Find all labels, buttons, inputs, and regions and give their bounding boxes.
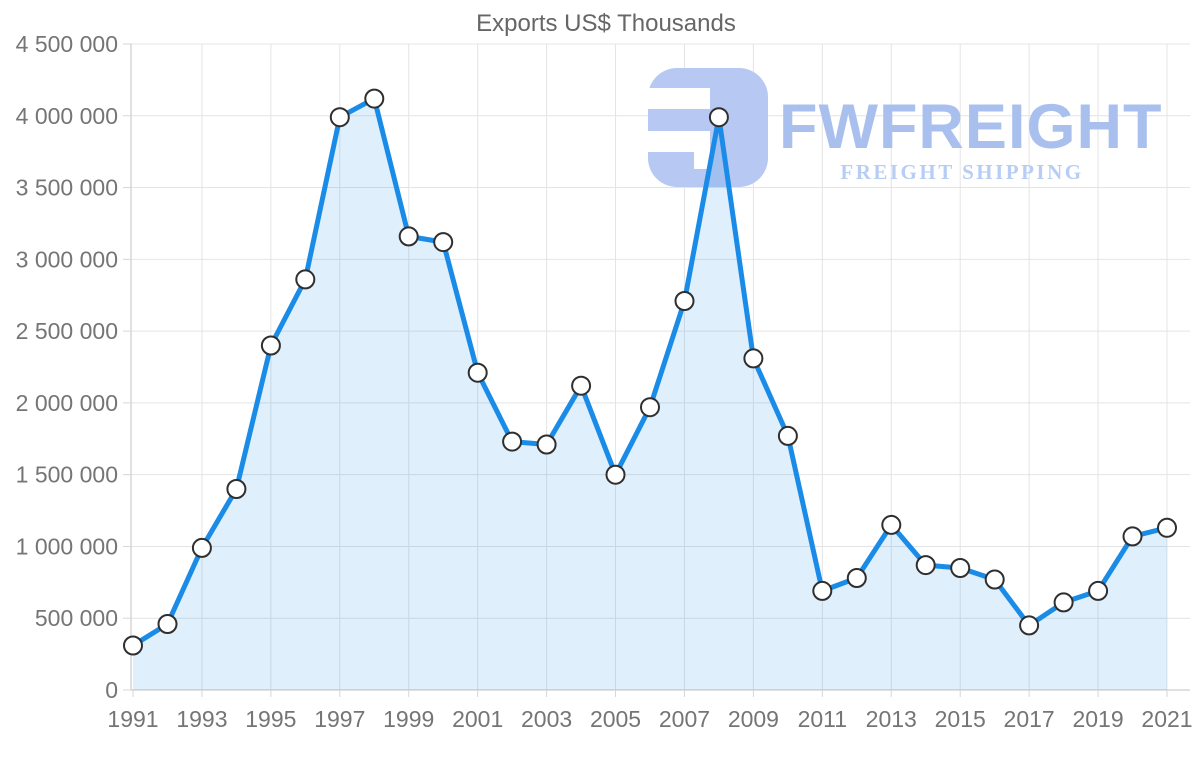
data-point-1999[interactable] [398,226,419,247]
data-point-2000[interactable] [433,232,454,253]
watermark-tagline-text: FREIGHT SHIPPING [840,160,1083,184]
x-axis-label: 2021 [1141,706,1192,732]
data-point-2001[interactable] [467,362,488,383]
data-point-2016[interactable] [984,569,1005,590]
data-point-2011[interactable] [812,580,833,601]
data-point-2021[interactable] [1157,517,1177,538]
x-axis-label: 1997 [314,706,365,732]
x-axis-label: 2007 [659,706,710,732]
y-axis-label: 3 000 000 [16,246,118,272]
x-axis-label: 2015 [935,706,986,732]
y-axis-label: 2 500 000 [16,318,118,344]
x-axis-label: 2017 [1004,706,1055,732]
data-point-1997[interactable] [329,107,350,128]
y-axis-label: 4 000 000 [16,103,118,129]
data-point-2007[interactable] [674,291,695,311]
data-point-2018[interactable] [1053,592,1074,613]
area-fill [133,98,1167,691]
data-point-2004[interactable] [571,375,592,396]
y-axis-label: 0 [105,677,118,703]
series-layer [123,88,1177,691]
data-point-1998[interactable] [364,88,385,109]
data-point-2006[interactable] [640,397,660,418]
data-point-1992[interactable] [157,614,178,634]
data-point-2017[interactable] [1019,615,1040,636]
data-point-2014[interactable] [915,555,936,576]
logo-mark-slot [694,152,710,169]
data-point-2002[interactable] [502,431,523,452]
x-axis-label: 1993 [176,706,227,732]
x-axis-label: 2011 [798,706,847,732]
x-axis-label: 1991 [107,706,158,732]
data-point-2009[interactable] [743,348,764,369]
watermark-brand-text: FWFREIGHT [779,92,1162,162]
data-point-2019[interactable] [1088,580,1109,601]
data-point-2010[interactable] [777,425,798,446]
data-point-2012[interactable] [846,568,867,588]
chart-title: Exports US$ Thousands [476,10,736,37]
y-axis-label: 1 500 000 [16,462,118,488]
y-axis-label: 500 000 [35,605,118,631]
x-axis-label: 2019 [1072,706,1123,732]
x-axis-label: 2005 [590,706,641,732]
y-axis-label: 4 500 000 [16,31,118,57]
logo-mark-slot [648,131,710,152]
y-axis-label: 2 000 000 [16,390,118,416]
data-point-2015[interactable] [950,558,971,578]
x-axis-label: 2013 [866,706,917,732]
data-point-2008[interactable] [708,107,729,128]
data-point-2005[interactable] [605,464,626,485]
data-point-2003[interactable] [536,434,557,455]
y-axis-label: 1 000 000 [16,533,118,559]
data-point-1991[interactable] [123,635,143,656]
watermark: FWFREIGHT FREIGHT SHIPPING [648,68,1162,187]
x-axis-label: 1999 [383,706,434,732]
axis-label-layer: 0 500 000 1 000 000 1 500 000 2 000 000 2 500… [16,31,1193,732]
data-point-2020[interactable] [1122,526,1143,547]
y-axis-label: 3 500 000 [16,175,118,201]
data-point-1994[interactable] [226,479,247,499]
data-point-1996[interactable] [295,269,316,290]
data-point-1995[interactable] [260,335,281,356]
x-axis-label: 1995 [245,706,296,732]
logo-mark-slot [648,88,710,109]
x-axis-label: 2001 [452,706,503,732]
freight-logo-icon [648,68,768,187]
data-point-1993[interactable] [191,537,212,558]
x-axis-label: 2009 [728,706,779,732]
x-axis-label: 2003 [521,706,572,732]
data-point-2013[interactable] [881,514,902,535]
